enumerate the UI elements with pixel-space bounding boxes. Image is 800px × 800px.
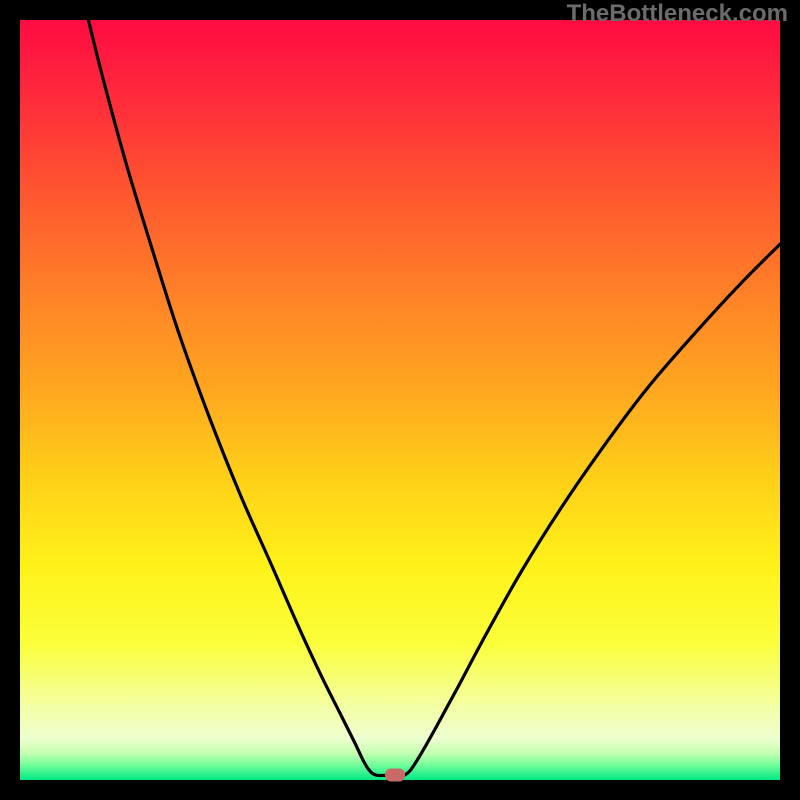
- optimum-marker: [385, 769, 405, 782]
- bottleneck-curve: [20, 20, 780, 780]
- chart-container: TheBottleneck.com: [0, 0, 800, 800]
- plot-area: [20, 20, 780, 780]
